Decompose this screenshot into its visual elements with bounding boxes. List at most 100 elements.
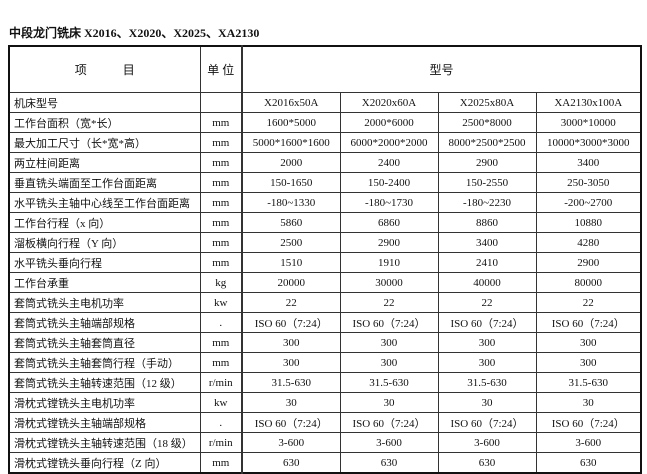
table-row: 垂直铣头端面至工作台面距离 mm 150-1650 150-2400 150-2550 2… (8, 172, 642, 193)
row-unit: kw (199, 392, 243, 413)
row-value: XA2130x100A (535, 92, 642, 113)
row-unit: mm (199, 352, 243, 373)
row-value: X2020x60A (339, 92, 439, 113)
row-item-label: 滑枕式镗铣头主电机功率 (8, 392, 201, 413)
row-value: X2016x50A (241, 92, 341, 113)
row-value: 30000 (339, 272, 439, 293)
row-value: 300 (437, 352, 537, 373)
row-unit: kg (199, 272, 243, 293)
table-row: 工作台面积（宽*长） mm 1600*5000 2000*6000 2500*8000 3… (8, 112, 642, 133)
row-value: ISO 60（7:24） (241, 412, 341, 433)
row-value: 6000*2000*2000 (339, 132, 439, 153)
header-item: 项 目 (8, 45, 201, 93)
row-item-label: 溜板横向行程（Y 向） (8, 232, 201, 253)
row-value: 22 (437, 292, 537, 313)
row-unit: mm (199, 152, 243, 173)
row-value: 300 (241, 332, 341, 353)
row-value: 630 (339, 452, 439, 474)
table-row: 套筒式铣头主轴套筒行程（手动） mm 300 300 300 300 (8, 352, 642, 373)
row-value: X2025x80A (437, 92, 537, 113)
table-row: 滑枕式镗铣头主轴转速范围（18 级） r/min 3-600 3-600 3-600 3-… (8, 432, 642, 453)
row-item-label: 滑枕式镗铣头主轴端部规格 (8, 412, 201, 433)
row-value: 22 (339, 292, 439, 313)
row-value: 2500 (241, 232, 341, 253)
row-item-label: 套筒式铣头主轴套筒直径 (8, 332, 201, 353)
table-row: 两立柱间距离 mm 2000 2400 2900 3400 (8, 152, 642, 173)
row-item-label: 工作台承重 (8, 272, 201, 293)
row-item-label: 工作台行程（x 向） (8, 212, 201, 233)
row-value: ISO 60（7:24） (437, 412, 537, 433)
row-item-label: 机床型号 (8, 92, 201, 113)
row-value: 31.5-630 (339, 372, 439, 393)
row-value: 630 (535, 452, 642, 474)
row-value: 2900 (339, 232, 439, 253)
table-row: 水平铣头垂向行程 mm 1510 1910 2410 2900 (8, 252, 642, 273)
row-unit: mm (199, 232, 243, 253)
row-value: 2500*8000 (437, 112, 537, 133)
row-value: 2000*6000 (339, 112, 439, 133)
table-row: 工作台承重 kg 20000 30000 40000 80000 (8, 272, 642, 293)
row-value: ISO 60（7:24） (535, 412, 642, 433)
row-item-label: 工作台面积（宽*长） (8, 112, 201, 133)
row-value: 31.5-630 (241, 372, 341, 393)
row-unit: . (199, 412, 243, 433)
row-value: 80000 (535, 272, 642, 293)
row-value: 31.5-630 (437, 372, 537, 393)
row-value: 150-1650 (241, 172, 341, 193)
row-value: 300 (241, 352, 341, 373)
table-row: 工作台行程（x 向） mm 5860 6860 8860 10880 (8, 212, 642, 233)
row-unit: mm (199, 252, 243, 273)
row-value: 30 (241, 392, 341, 413)
spec-table: 项 目 单 位 型号 机床型号 X2016x50A X2020x60A X2025x8… (8, 45, 643, 474)
table-row: 水平铣头主轴中心线至工作台面距离 mm -180~1330 -180~1730 -180… (8, 192, 642, 213)
row-value: 2900 (535, 252, 642, 273)
row-value: 5000*1600*1600 (241, 132, 341, 153)
row-item-label: 套筒式铣头主电机功率 (8, 292, 201, 313)
row-unit: mm (199, 132, 243, 153)
row-value: 10000*3000*3000 (535, 132, 642, 153)
row-item-label: 水平铣头主轴中心线至工作台面距离 (8, 192, 201, 213)
table-row: 套筒式铣头主轴套筒直径 mm 300 300 300 300 (8, 332, 642, 353)
table-row: 滑枕式镗铣头主电机功率 kw 30 30 30 30 (8, 392, 642, 413)
row-value: 3400 (437, 232, 537, 253)
row-value: 22 (535, 292, 642, 313)
row-value: 300 (535, 332, 642, 353)
row-value: 250-3050 (535, 172, 642, 193)
row-value: 20000 (241, 272, 341, 293)
row-value: 300 (339, 352, 439, 373)
row-value: 2400 (339, 152, 439, 173)
row-unit: mm (199, 192, 243, 213)
row-unit: mm (199, 212, 243, 233)
row-value: 31.5-630 (535, 372, 642, 393)
row-value: 630 (437, 452, 537, 474)
table-row: 机床型号 X2016x50A X2020x60A X2025x80A XA2130x10… (8, 92, 642, 113)
row-value: 40000 (437, 272, 537, 293)
row-value: -180~1730 (339, 192, 439, 213)
row-value: 6860 (339, 212, 439, 233)
table-row: 滑枕式镗铣头垂向行程（Z 向） mm 630 630 630 630 (8, 452, 642, 474)
row-value: 30 (437, 392, 537, 413)
row-unit: mm (199, 332, 243, 353)
table-row: 滑枕式镗铣头主轴端部规格. ISO 60（7:24） ISO 60（7:24） ISO… (8, 412, 642, 433)
row-unit: mm (199, 452, 243, 474)
document-title: 中段龙门铣床 X2016、X2020、X2025、XA2130 (9, 26, 260, 40)
row-value: 8860 (437, 212, 537, 233)
row-value: ISO 60（7:24） (339, 412, 439, 433)
row-value: 2410 (437, 252, 537, 273)
row-value: 2000 (241, 152, 341, 173)
header-model: 型号 (241, 45, 642, 93)
row-value: -180~1330 (241, 192, 341, 213)
row-value: 2900 (437, 152, 537, 173)
row-value: 22 (241, 292, 341, 313)
row-value: ISO 60（7:24） (241, 312, 341, 333)
row-item-label: 最大加工尺寸（长*宽*高） (8, 132, 201, 153)
row-value: 300 (339, 332, 439, 353)
row-unit (199, 92, 243, 113)
row-item-label: 套筒式铣头主轴转速范围（12 级） (8, 372, 201, 393)
row-unit: mm (199, 172, 243, 193)
row-value: ISO 60（7:24） (437, 312, 537, 333)
row-value: ISO 60（7:24） (339, 312, 439, 333)
row-item-label: 滑枕式镗铣头垂向行程（Z 向） (8, 452, 201, 474)
row-value: 3400 (535, 152, 642, 173)
row-value: 1600*5000 (241, 112, 341, 133)
